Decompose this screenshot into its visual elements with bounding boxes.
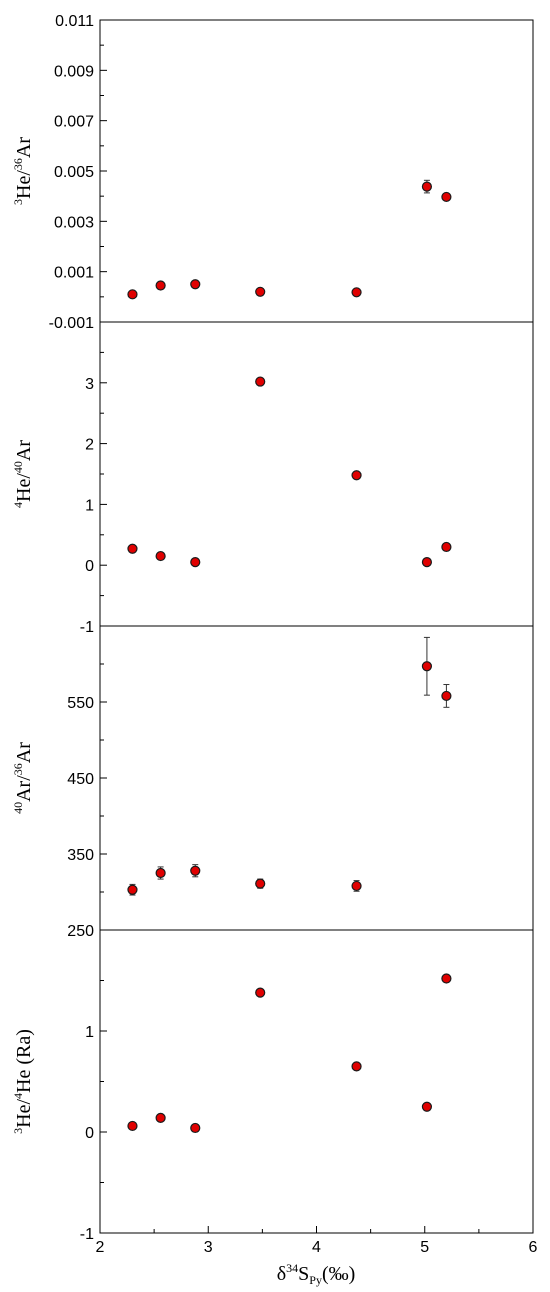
data-point [155,280,166,291]
data-point [255,286,266,297]
y-axis-title: 3He/36Ar [11,137,35,205]
panels-layer: -0.001 0.001 0.003 0.005 0.007 0.009 0.011 3He/… [11,13,534,1243]
y-tick-label: -1 [80,1226,94,1243]
x-axis: 2 3 4 5 6 δ34SPy(‰) [96,1226,538,1287]
data-point [441,541,452,553]
data-point [190,1122,201,1134]
y-tick-label: 250 [67,923,94,940]
x-tick-label: 4 [312,1239,321,1256]
panel-he3-he4: -1 0 1 3He/4He (Ra) [11,929,534,1243]
y-tick-label: -0.001 [49,315,94,332]
data-point [421,661,433,672]
x-tick-label: 6 [529,1239,538,1256]
data-point [441,690,452,702]
data-point [255,376,266,387]
data-point [127,1120,138,1132]
y-tick-label: 3 [85,376,94,393]
data-point [421,1101,433,1112]
data-point [190,865,201,876]
panel-he3-ar36: -0.001 0.001 0.003 0.005 0.007 0.009 0.011 3He/… [11,13,534,332]
data-point [421,181,433,192]
y-tick-label: 1 [85,1024,94,1041]
x-tick-label: 5 [420,1239,429,1256]
y-tick-label: 350 [67,847,94,864]
data-point [155,867,166,879]
data-point [351,880,362,892]
y-tick-label: 1 [85,497,94,514]
data-point [255,878,266,889]
panel-frame [99,321,534,627]
x-tick-label: 3 [204,1239,213,1256]
data-point [441,191,452,203]
panel-frame [99,625,534,931]
y-tick-label: 0 [85,1125,94,1142]
data-point [127,289,138,300]
y-tick-label: 0.005 [54,164,94,181]
y-tick-label: 0.007 [54,114,94,131]
y-tick-label: 0.011 [55,13,94,30]
y-tick-label: 0.003 [54,214,94,231]
data-point [255,987,266,998]
data-point [351,1061,362,1072]
panel-frame [99,19,534,323]
y-tick-label: 550 [67,695,94,712]
data-point [351,287,362,298]
x-tick-label: 2 [96,1239,105,1256]
data-point [190,557,201,568]
y-tick-label: -1 [80,619,94,636]
data-point [155,550,166,562]
panel-he4-ar40: -1 0 1 2 3 4He/40Ar [11,321,534,636]
y-tick-label: 450 [67,771,94,788]
panel-frame [99,929,534,1234]
data-point [351,470,362,481]
y-tick-label: 0.001 [54,265,94,282]
panel-ar40-ar36: 250 350 450 550 40Ar/36Ar [11,625,534,940]
data-point [441,973,452,984]
data-point [127,884,138,895]
y-tick-label: 0.009 [54,63,94,80]
y-tick-label: 2 [85,437,94,454]
data-point [421,557,433,568]
y-axis-title: 3He/4He (Ra) [11,1029,35,1134]
x-axis-title: δ34SPy(‰) [277,1261,356,1287]
y-axis-title: 4He/40Ar [11,440,35,508]
y-axis-title: 40Ar/36Ar [11,742,35,814]
data-point [190,279,201,290]
data-point [155,1112,166,1123]
y-tick-label: 0 [85,558,94,575]
data-point [127,543,138,554]
